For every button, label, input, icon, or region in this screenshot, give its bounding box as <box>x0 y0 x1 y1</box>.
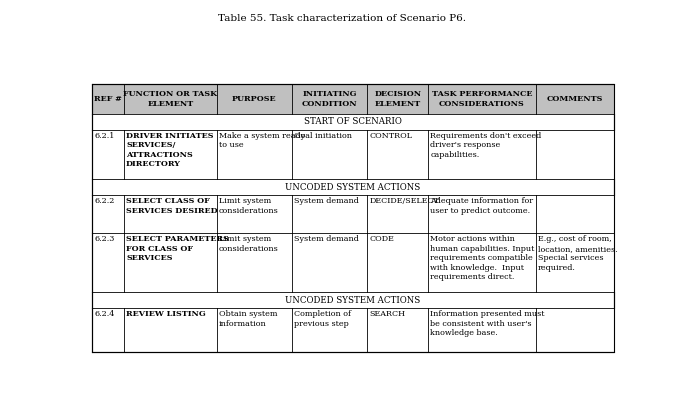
Text: UNCODED SYSTEM ACTIONS: UNCODED SYSTEM ACTIONS <box>285 296 421 305</box>
Text: Goal initiation: Goal initiation <box>294 132 352 140</box>
Bar <box>428 84 536 114</box>
Text: CONTROL: CONTROL <box>369 132 412 140</box>
Text: SELECT PARAMETERS
FOR CLASS OF
SERVICES: SELECT PARAMETERS FOR CLASS OF SERVICES <box>126 235 229 262</box>
Text: INITIATING
CONDITION: INITIATING CONDITION <box>302 90 358 107</box>
Text: Adequate information for
user to predict outcome.: Adequate information for user to predict… <box>430 197 534 215</box>
Text: 6.2.3: 6.2.3 <box>94 235 114 243</box>
Text: Requirements don't exceed
driver's response
capabilities.: Requirements don't exceed driver's respo… <box>430 132 542 159</box>
Bar <box>92 233 614 292</box>
Text: REVIEW LISTING: REVIEW LISTING <box>126 310 206 318</box>
Text: FUNCTION OR TASK
ELEMENT: FUNCTION OR TASK ELEMENT <box>123 90 217 107</box>
Bar <box>216 84 292 114</box>
Text: Make a system ready
to use: Make a system ready to use <box>219 132 305 149</box>
Bar <box>92 84 614 352</box>
Text: DECIDE/SELECT: DECIDE/SELECT <box>369 197 440 205</box>
Text: DRIVER INITIATES
SERVICES/
ATTRACTIONS
DIRECTORY: DRIVER INITIATES SERVICES/ ATTRACTIONS D… <box>126 132 214 168</box>
Text: Table 55. Task characterization of Scenario P6.: Table 55. Task characterization of Scena… <box>219 14 466 23</box>
Text: 6.2.1: 6.2.1 <box>94 132 114 140</box>
Text: Limit system
considerations: Limit system considerations <box>219 235 279 253</box>
Bar <box>292 84 367 114</box>
Text: PURPOSE: PURPOSE <box>232 95 277 103</box>
Bar <box>92 84 614 352</box>
Bar <box>92 179 614 195</box>
Text: SELECT CLASS OF
SERVICES DESIRED: SELECT CLASS OF SERVICES DESIRED <box>126 197 218 215</box>
Bar <box>367 84 428 114</box>
Text: START OF SCENARIO: START OF SCENARIO <box>304 117 402 126</box>
Text: REF #: REF # <box>94 95 122 103</box>
Bar <box>92 195 614 233</box>
Text: Motor actions within
human capabilities. Input
requirements compatible
with know: Motor actions within human capabilities.… <box>430 235 535 281</box>
Text: Limit system
considerations: Limit system considerations <box>219 197 279 215</box>
Text: System demand: System demand <box>294 235 359 243</box>
Bar <box>92 130 614 179</box>
Text: CODE: CODE <box>369 235 395 243</box>
Bar <box>92 114 614 130</box>
Text: System demand: System demand <box>294 197 359 205</box>
Text: 6.2.2: 6.2.2 <box>94 197 114 205</box>
Bar <box>124 84 216 114</box>
Text: UNCODED SYSTEM ACTIONS: UNCODED SYSTEM ACTIONS <box>285 183 421 191</box>
Bar <box>92 84 124 114</box>
Text: SEARCH: SEARCH <box>369 310 406 318</box>
Bar <box>92 308 614 352</box>
Bar <box>536 84 614 114</box>
Text: 6.2.4: 6.2.4 <box>94 310 114 318</box>
Text: COMMENTS: COMMENTS <box>547 95 603 103</box>
Text: E.g., cost of room,
location, amenities.
Special services
required.: E.g., cost of room, location, amenities.… <box>538 235 617 272</box>
Text: DECISION
ELEMENT: DECISION ELEMENT <box>374 90 421 107</box>
Text: Obtain system
information: Obtain system information <box>219 310 277 328</box>
Text: Completion of
previous step: Completion of previous step <box>294 310 351 328</box>
Bar <box>92 292 614 308</box>
Text: TASK PERFORMANCE
CONSIDERATIONS: TASK PERFORMANCE CONSIDERATIONS <box>432 90 532 107</box>
Text: Information presented must
be consistent with user's
knowledge base.: Information presented must be consistent… <box>430 310 545 337</box>
